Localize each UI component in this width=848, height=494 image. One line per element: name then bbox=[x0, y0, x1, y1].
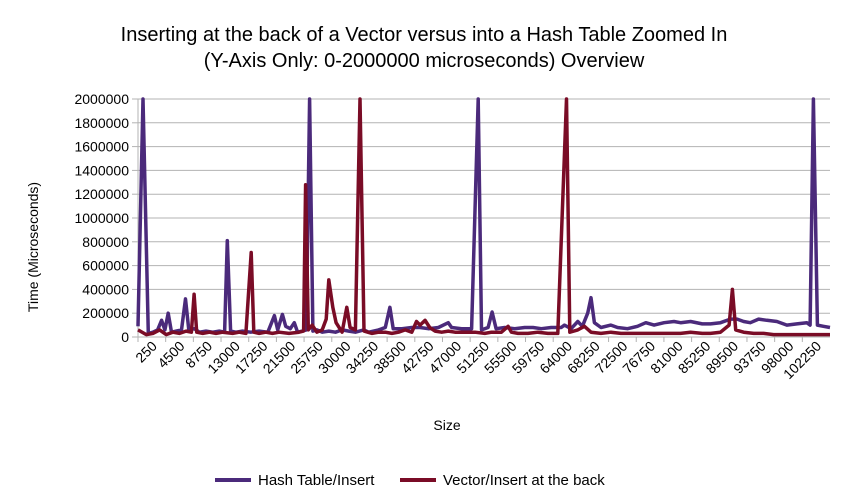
y-tick-label: 600000 bbox=[82, 258, 129, 274]
legend: Hash Table/Insert Vector/Insert at the ba… bbox=[215, 472, 605, 489]
chart-title-line1: Inserting at the back of a Vector versus… bbox=[120, 24, 728, 46]
y-tick-label: 1000000 bbox=[74, 210, 129, 226]
y-tick-label: 400000 bbox=[82, 281, 129, 297]
legend-label: Hash Table/Insert bbox=[258, 472, 375, 489]
y-tick-label: 1200000 bbox=[74, 186, 129, 202]
series-line-vector bbox=[137, 97, 830, 337]
y-tick-label: 1400000 bbox=[74, 162, 129, 178]
y-tick-label: 1800000 bbox=[74, 115, 129, 131]
y-tick-label: 800000 bbox=[82, 234, 129, 250]
series-line-hash-table bbox=[136, 97, 831, 336]
y-axis-ticks: 0 200000 400000 600000 800000 1000000 1200000 1… bbox=[74, 91, 138, 345]
x-axis-label: Size bbox=[433, 417, 460, 433]
chart-title-line2: (Y-Axis Only: 0-2000000 microseconds) Ov… bbox=[203, 50, 645, 72]
x-tick-label: 4500 bbox=[154, 338, 187, 371]
legend-label: Vector/Insert at the back bbox=[443, 472, 605, 489]
x-axis-ticks: 2504500875013000172502150025750300003425… bbox=[132, 337, 824, 382]
y-axis-label: Time (Microseconds) bbox=[25, 182, 41, 312]
y-tick-label: 2000000 bbox=[74, 91, 129, 107]
y-tick-label: 0 bbox=[121, 329, 129, 345]
series-layer bbox=[136, 97, 831, 337]
y-tick-label: 200000 bbox=[82, 305, 129, 321]
gridlines bbox=[137, 98, 830, 338]
y-tick-label: 1600000 bbox=[74, 139, 129, 155]
